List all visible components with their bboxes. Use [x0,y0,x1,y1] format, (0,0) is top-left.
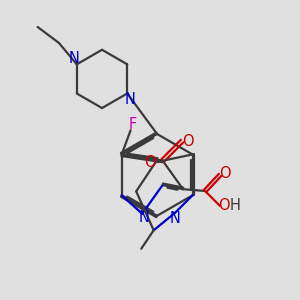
Text: N: N [169,211,181,226]
Text: O: O [219,166,231,181]
Text: N: N [69,51,80,66]
Text: N: N [124,92,135,107]
Text: H: H [230,198,240,213]
Text: O: O [182,134,193,148]
Text: N: N [139,211,149,226]
Text: O: O [218,198,230,213]
Text: O: O [144,155,155,170]
Text: F: F [128,117,136,132]
